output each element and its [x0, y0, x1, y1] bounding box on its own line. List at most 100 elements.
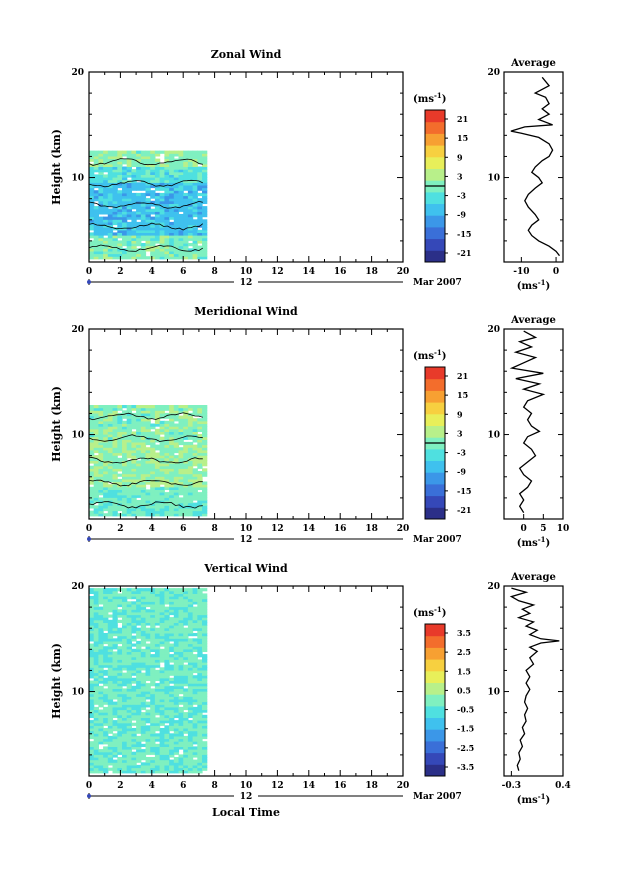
heatmap-cell	[145, 669, 151, 674]
heatmap-cell	[169, 643, 175, 647]
heatmap-cell	[89, 412, 95, 417]
heatmap-cell	[112, 709, 118, 713]
heatmap-cell	[145, 691, 151, 695]
heatmap-cell	[173, 198, 180, 202]
heatmap-cell	[197, 200, 203, 204]
heatmap-cell	[159, 764, 165, 769]
panel-title: Zonal Wind	[211, 48, 282, 61]
heatmap-cell	[93, 235, 99, 239]
heatmap-cell	[89, 654, 95, 658]
heatmap-cell	[197, 603, 203, 608]
heatmap-cell	[140, 463, 147, 467]
heatmap-cell	[187, 224, 194, 228]
heatmap-cell	[136, 513, 142, 517]
heatmap-cell	[197, 412, 203, 417]
heatmap-cell	[112, 675, 118, 679]
x-tick-label: 18	[365, 524, 378, 534]
heatmap-cell	[131, 722, 137, 726]
heatmap-cell	[107, 691, 114, 695]
heatmap-cell	[93, 507, 99, 512]
heatmap-cell	[122, 513, 128, 517]
heatmap-cell	[183, 179, 189, 183]
heatmap-cell	[164, 706, 170, 711]
heatmap-cell	[89, 441, 95, 446]
heatmap-cell	[112, 486, 118, 490]
heatmap-cell	[140, 688, 147, 692]
heatmap-cell	[107, 473, 114, 477]
heatmap-cell	[169, 733, 175, 737]
heatmap-cell	[192, 619, 198, 623]
heatmap-cell	[159, 441, 165, 446]
heatmap-cell	[112, 667, 118, 671]
heatmap-cell	[107, 161, 114, 165]
heatmap-cell	[131, 492, 137, 496]
heatmap-cell	[126, 420, 132, 424]
profile-x-axis-label: (ms-1)	[517, 278, 550, 292]
heatmap-cell	[202, 751, 208, 755]
heatmap-cell	[131, 240, 137, 244]
heatmap-cell	[178, 423, 184, 427]
heatmap-cell	[178, 714, 184, 718]
heatmap-cell	[145, 730, 151, 734]
heatmap-cell	[126, 706, 132, 711]
heatmap-cell	[178, 434, 184, 438]
heatmap-cell	[159, 235, 165, 239]
heatmap-cell	[117, 593, 123, 597]
heatmap-cell	[192, 195, 198, 199]
heatmap-cell	[122, 405, 128, 409]
heatmap-cell	[131, 214, 137, 218]
heatmap-cell	[93, 722, 99, 726]
heatmap-cell	[112, 407, 118, 411]
heatmap-cell	[164, 420, 170, 424]
heatmap-cell	[107, 767, 114, 771]
heatmap-cell	[89, 418, 95, 422]
heatmap-cell	[131, 638, 137, 642]
heatmap-cell	[122, 654, 128, 658]
heatmap-cell	[150, 733, 156, 737]
profile-title: Average	[510, 315, 556, 326]
heatmap-cell	[159, 643, 165, 647]
heatmap-cell	[159, 169, 165, 173]
heatmap-cell	[187, 460, 194, 464]
heatmap-cell	[197, 614, 203, 618]
heatmap-cell	[187, 609, 194, 613]
heatmap-cell	[192, 423, 198, 427]
heatmap-cell	[183, 431, 189, 435]
heatmap-cell	[150, 513, 156, 517]
heatmap-cell	[98, 704, 104, 708]
profile-unit-text: (ms	[517, 538, 538, 549]
heatmap-cell	[183, 590, 189, 594]
heatmap-cell	[145, 243, 151, 247]
heatmap-cell	[192, 513, 198, 517]
heatmap-cell	[145, 447, 151, 451]
heatmap-cell	[178, 426, 184, 430]
heatmap-cell	[150, 444, 156, 448]
heatmap-cell	[140, 481, 147, 485]
heatmap-cell	[107, 672, 114, 676]
heatmap-cell	[164, 625, 170, 629]
heatmap-cell	[122, 717, 128, 721]
heatmap-cell	[150, 407, 156, 411]
heatmap-cell	[98, 190, 104, 194]
heatmap-cell	[107, 601, 114, 605]
heatmap-cell	[173, 486, 180, 490]
heatmap-cell	[154, 219, 161, 223]
heatmap-cell	[89, 468, 95, 472]
heatmap-cell	[107, 510, 114, 514]
heatmap-cell	[169, 415, 175, 419]
heatmap-cell	[169, 455, 175, 459]
heatmap-cell	[112, 714, 118, 718]
heatmap-cell	[89, 214, 95, 218]
heatmap-cell	[136, 203, 142, 207]
colorbar-swatch	[425, 238, 445, 251]
heatmap-cell	[140, 452, 147, 456]
heatmap-cell	[183, 622, 189, 626]
heatmap-cell	[183, 449, 189, 454]
heatmap-cell	[107, 235, 114, 239]
heatmap-cell	[93, 633, 99, 637]
heatmap-cell	[107, 696, 114, 700]
heatmap-cell	[122, 481, 128, 485]
heatmap-cell	[192, 405, 198, 409]
heatmap-cell	[117, 155, 123, 160]
colorbar-tick-label: -21	[457, 248, 471, 258]
